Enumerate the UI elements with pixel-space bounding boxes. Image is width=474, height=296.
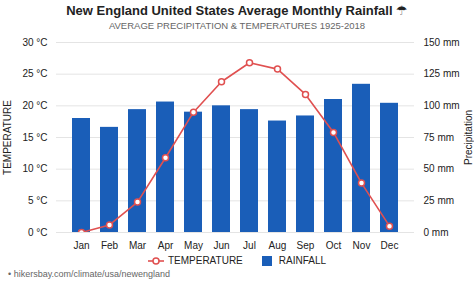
svg-text:Nov: Nov — [353, 240, 371, 251]
svg-text:10 °C: 10 °C — [22, 163, 47, 174]
svg-text:25 °C: 25 °C — [22, 68, 47, 79]
svg-text:Feb: Feb — [101, 240, 119, 251]
html-text:AVERAGE PRECIPITATION & TEMPER: AVERAGE PRECIPITATION & TEMPERATURES 192… — [108, 20, 366, 31]
svg-text:Jul: Jul — [243, 240, 256, 251]
svg-text:20 °C: 20 °C — [22, 100, 47, 111]
svg-text:Jun: Jun — [213, 240, 229, 251]
svg-text:25 mm: 25 mm — [424, 195, 455, 206]
svg-text:Oct: Oct — [326, 240, 342, 251]
svg-text:Sep: Sep — [297, 240, 315, 251]
html-text:New England United States Aver: New England United States Average Monthl… — [66, 3, 408, 18]
svg-text:75 mm: 75 mm — [424, 132, 455, 143]
svg-text:125 mm: 125 mm — [424, 68, 460, 79]
html-text:RAINFALL: RAINFALL — [278, 255, 326, 266]
svg-text:100 mm: 100 mm — [424, 100, 460, 111]
svg-text:Precipitation: Precipitation — [463, 110, 474, 165]
svg-text:Dec: Dec — [381, 240, 399, 251]
svg-text:150 mm: 150 mm — [424, 37, 460, 48]
svg-text:Apr: Apr — [158, 240, 174, 251]
svg-text:0 mm: 0 mm — [424, 227, 449, 238]
svg-text:May: May — [184, 240, 203, 251]
svg-text:50 mm: 50 mm — [424, 163, 455, 174]
svg-text:Aug: Aug — [269, 240, 287, 251]
svg-text:TEMPERATURE: TEMPERATURE — [2, 100, 13, 175]
svg-text:30 °C: 30 °C — [22, 37, 47, 48]
svg-text:Mar: Mar — [129, 240, 147, 251]
svg-text:5 °C: 5 °C — [28, 195, 48, 206]
svg-text:0 °C: 0 °C — [28, 227, 48, 238]
svg-text:15 °C: 15 °C — [22, 132, 47, 143]
html-text:• hikersbay.com/climate/usa/ne: • hikersbay.com/climate/usa/newengland — [8, 269, 171, 279]
svg-text:Jan: Jan — [73, 240, 89, 251]
html-text:TEMPERATURE: TEMPERATURE — [168, 255, 243, 266]
